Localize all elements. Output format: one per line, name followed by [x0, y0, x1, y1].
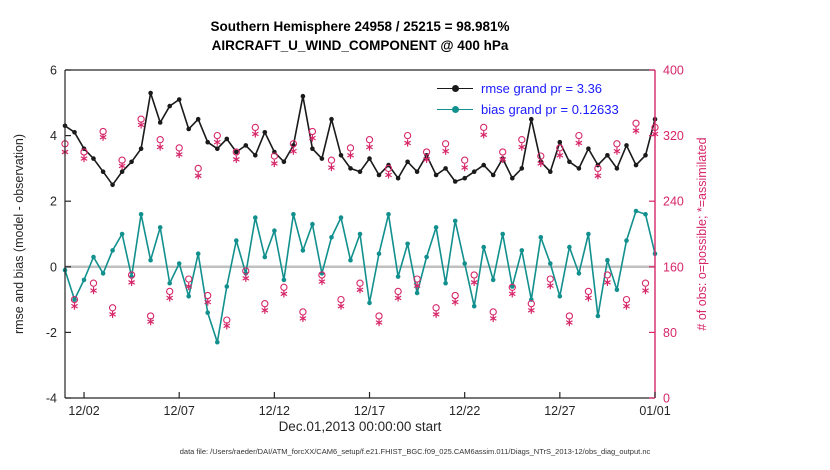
svg-text:240: 240: [663, 195, 684, 209]
y-axis-right-ticks: 0 80 160 240 320 400: [649, 64, 684, 406]
legend-label-rmse: rmse grand pr = 3.36: [481, 81, 603, 96]
svg-text:-4: -4: [46, 392, 57, 406]
x-axis-ticks: 12/02 12/07 12/12 12/17 12/22 12/27 01/01: [68, 392, 671, 418]
svg-text:12/02: 12/02: [68, 404, 99, 418]
legend-row-bias: bias grand pr = 0.12633: [437, 99, 619, 120]
svg-text:160: 160: [663, 260, 684, 274]
y-axis-left-ticks: -4 -2 0 2 4 6: [46, 64, 71, 406]
svg-text:12/22: 12/22: [449, 404, 480, 418]
chart-subtitle: AIRCRAFT_U_WIND_COMPONENT @ 400 hPa: [211, 38, 509, 53]
svg-text:12/27: 12/27: [544, 404, 575, 418]
svg-text:6: 6: [50, 64, 57, 78]
svg-text:0: 0: [663, 392, 670, 406]
y-axis-label-left: rmse and bias (model - observation): [12, 133, 26, 335]
legend: rmse grand pr = 3.36 bias grand pr = 0.1…: [437, 78, 619, 120]
svg-text:400: 400: [663, 64, 684, 78]
svg-text:0: 0: [50, 260, 57, 274]
svg-text:01/01: 01/01: [639, 404, 670, 418]
data-file-caption: data file: /Users/raeder/DAI/ATM_forcXX/…: [179, 447, 651, 456]
rmse-line-sample: [437, 84, 473, 92]
svg-text:320: 320: [663, 129, 684, 143]
legend-row-rmse: rmse grand pr = 3.36: [437, 78, 619, 99]
x-axis-label: Dec.01,2013 00:00:00 start: [278, 419, 442, 434]
axes-frame: [64, 69, 656, 399]
svg-text:12/07: 12/07: [164, 404, 195, 418]
rmse-series: [62, 90, 658, 188]
y-axis-label-right: # of obs: o=possible; *=assimilated: [695, 137, 709, 331]
chart-title: Southern Hemisphere 24958 / 25215 = 98.9…: [210, 19, 510, 34]
svg-text:12/12: 12/12: [259, 404, 290, 418]
svg-text:80: 80: [663, 326, 677, 340]
rmse-dot-icon: [451, 84, 459, 92]
bias-series: [62, 208, 658, 345]
svg-text:2: 2: [50, 195, 57, 209]
bias-dot-icon: [451, 105, 459, 113]
bias-line-sample: [437, 105, 473, 113]
svg-text:-2: -2: [46, 326, 57, 340]
obs-possible-markers: [61, 115, 659, 324]
legend-label-bias: bias grand pr = 0.12633: [481, 102, 619, 117]
svg-text:12/17: 12/17: [354, 404, 385, 418]
svg-text:4: 4: [50, 129, 57, 143]
obs-assimilated-markers: [61, 121, 659, 330]
